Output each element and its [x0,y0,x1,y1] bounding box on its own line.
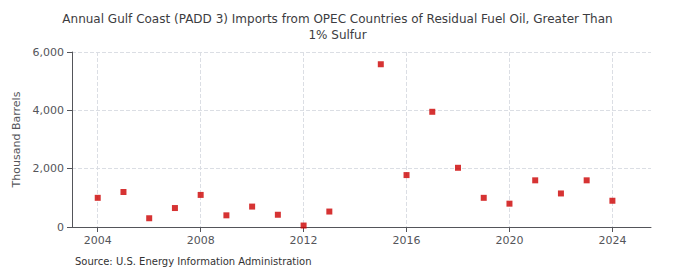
svg-text:Thousand Barrels: Thousand Barrels [10,91,23,188]
svg-text:0: 0 [57,221,64,234]
svg-text:2008: 2008 [187,234,215,247]
svg-text:2004: 2004 [84,234,112,247]
svg-text:2016: 2016 [393,234,421,247]
svg-text:2020: 2020 [495,234,523,247]
svg-text:Source: U.S. Energy Informatio: Source: U.S. Energy Information Administ… [75,256,312,267]
svg-text:2024: 2024 [598,234,626,247]
svg-text:Annual Gulf Coast (PADD 3) Imp: Annual Gulf Coast (PADD 3) Imports from … [62,12,612,26]
svg-text:4,000: 4,000 [33,104,65,117]
svg-text:2,000: 2,000 [33,162,65,175]
svg-text:1% Sulfur: 1% Sulfur [308,28,366,42]
svg-text:2012: 2012 [290,234,318,247]
svg-text:6,000: 6,000 [33,46,65,59]
